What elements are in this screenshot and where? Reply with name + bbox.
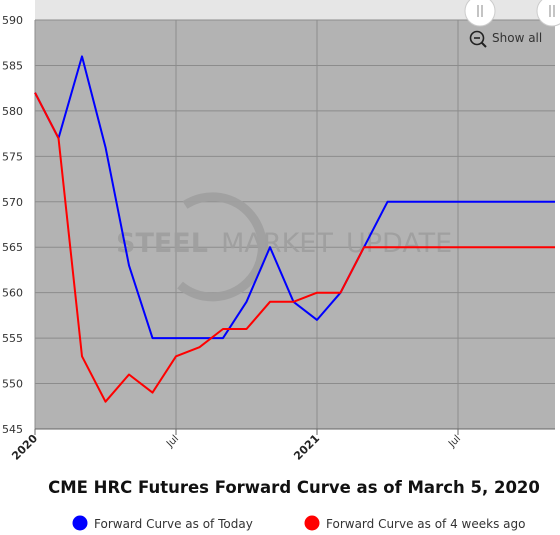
series-layer [34, 55, 555, 403]
navigator-handle-left[interactable] [464, 0, 496, 27]
navigator-handle-right[interactable] [536, 0, 560, 27]
watermark-part1: STEEL [116, 228, 208, 259]
svg-text:STEEL MARKET UPDAT: STEEL MARKET UPDATE [116, 228, 452, 259]
chart-title: CME HRC Futures Forward Curve as of Marc… [48, 478, 540, 497]
y-tick-label: 565 [2, 241, 23, 254]
y-axis: 545 550 555 560 565 570 575 580 585 590 [2, 14, 23, 436]
x-tick-label: 2020 [9, 432, 40, 463]
x-tick-label: Jul [446, 433, 463, 450]
series-line-4-weeks-ago[interactable] [34, 92, 555, 403]
y-tick-label: 580 [2, 105, 23, 118]
watermark-swoosh [177, 192, 267, 302]
watermark-logo: STEEL MARKET UPDATE [116, 192, 452, 302]
show-all-label: Show all [492, 31, 542, 45]
y-tick-label: 575 [2, 150, 23, 163]
x-tick-label: Jul [164, 433, 181, 450]
zoom-out-icon [469, 30, 487, 48]
legend-label-4-weeks-ago: Forward Curve as of 4 weeks ago [326, 517, 525, 531]
legend-marker-today [72, 515, 88, 531]
legend-item-today[interactable]: Forward Curve as of Today [72, 515, 253, 532]
y-tick-label: 590 [2, 14, 23, 27]
y-tick-label: 550 [2, 378, 23, 391]
y-tick-label: 545 [2, 423, 23, 436]
watermark-part3: UPDATE [346, 228, 452, 259]
plot-area [35, 20, 555, 429]
legend-marker-4-weeks-ago [304, 515, 320, 531]
navigator-strip[interactable] [35, 0, 555, 20]
grid-lines [34, 19, 555, 430]
watermark-part2: MARKET [221, 228, 333, 259]
legend-label-today: Forward Curve as of Today [94, 517, 253, 531]
show-all-button[interactable]: Show all [465, 28, 547, 48]
y-tick-label: 560 [2, 287, 23, 300]
x-tick-label: 2021 [291, 432, 322, 463]
x-axis: 2020 Jul 2021 Jul [9, 428, 555, 463]
legend-item-4-weeks-ago[interactable]: Forward Curve as of 4 weeks ago [304, 515, 526, 532]
y-tick-label: 555 [2, 332, 23, 345]
y-tick-label: 585 [2, 59, 23, 72]
y-tick-label: 570 [2, 196, 23, 209]
